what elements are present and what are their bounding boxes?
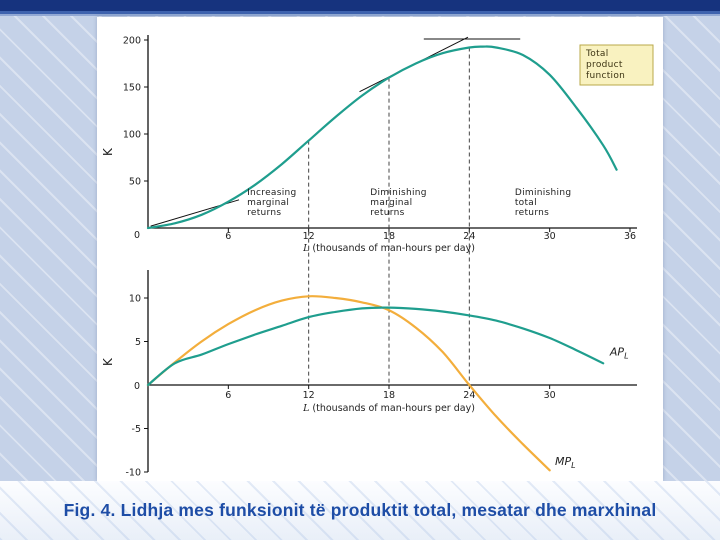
- caption-band: Fig. 4. Lidhja mes funksionit të produkt…: [0, 481, 720, 540]
- total-product-curve: [146, 45, 618, 230]
- legend-text: function: [586, 71, 625, 81]
- y-tick-label: 50: [129, 177, 141, 188]
- annotation-text: marginal: [247, 198, 289, 208]
- annotation-text: returns: [247, 208, 281, 218]
- y-tick-label: 100: [123, 130, 141, 141]
- annotation-text: returns: [515, 208, 549, 218]
- y-axis-title: K: [101, 147, 115, 156]
- annotation-text: returns: [370, 208, 404, 218]
- annotation-text: Diminishing: [370, 188, 427, 198]
- annotation-text: marginal: [370, 198, 412, 208]
- x-tick-label: 18: [383, 390, 395, 401]
- y-tick-label: -5: [132, 424, 141, 435]
- x-axis-title: L (thousands of man-hours per day): [302, 403, 475, 414]
- origin-label: 0: [134, 381, 140, 392]
- figure-caption: Fig. 4. Lidhja mes funksionit të produkt…: [63, 500, 657, 520]
- y-tick-label: 10: [129, 294, 141, 305]
- annotation-text: total: [515, 198, 537, 208]
- y-tick-label: -10: [125, 468, 141, 479]
- top-bar: [0, 0, 720, 11]
- x-tick-label: 18: [383, 231, 395, 242]
- x-tick-label: 6: [225, 390, 231, 401]
- top-bar-highlight-strip: [0, 14, 720, 16]
- legend-box: [579, 44, 654, 86]
- ap-curve: [146, 306, 605, 387]
- x-axis-title: L (thousands of man-hours per day): [302, 243, 475, 254]
- y-tick-label: 200: [123, 36, 141, 47]
- annotation-text: Diminishing: [515, 188, 572, 198]
- mp-curve: [146, 295, 551, 472]
- annotation-text: Increasing: [247, 188, 296, 198]
- origin-label: 0: [134, 230, 140, 241]
- apl-label: APL: [609, 345, 629, 360]
- y-tick-label: 150: [123, 83, 141, 94]
- x-tick-label: 12: [303, 390, 315, 401]
- top-bar-accent-strip: [0, 11, 720, 14]
- x-tick-label: 6: [225, 231, 231, 242]
- x-tick-label: 24: [463, 231, 475, 242]
- mpl-label: MPL: [555, 455, 576, 470]
- y-axis-title: K: [101, 357, 115, 366]
- x-tick-label: 24: [463, 390, 475, 401]
- x-tick-label: 12: [303, 231, 315, 242]
- x-tick-label: 30: [544, 231, 556, 242]
- chart-panel: 50 100 150 200 0 6 12 18 24 30 36 L (thousands of m…: [97, 17, 663, 481]
- x-tick-label: 36: [624, 231, 636, 242]
- y-tick-label: 5: [135, 337, 141, 348]
- legend-text: Total: [585, 49, 609, 59]
- x-tick-label: 30: [544, 390, 556, 401]
- legend-text: product: [586, 60, 623, 70]
